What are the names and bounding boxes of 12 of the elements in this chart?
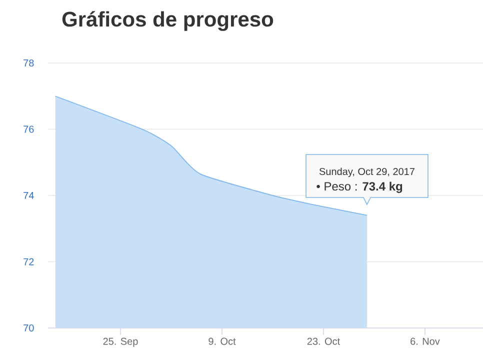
y-tick-label: 72 [24, 258, 34, 266]
y-tick-label: 76 [24, 126, 34, 133]
x-tick-label: 23. Oct [307, 338, 340, 345]
x-tick-label: 25. Sep [103, 338, 138, 347]
y-tick-label: 78 [24, 59, 34, 67]
annotation: Sunday, Oct 29, 2017 [319, 168, 414, 178]
chart-title: Gráficos de progreso [62, 11, 274, 31]
y-tick-label: 70 [24, 324, 34, 332]
y-tick-label: 74 [24, 192, 34, 199]
annotation: • Peso : 73.4 kg [316, 182, 402, 193]
x-tick-label: 9. Oct [208, 338, 236, 345]
x-tick-label: 6. Nov [410, 338, 440, 345]
